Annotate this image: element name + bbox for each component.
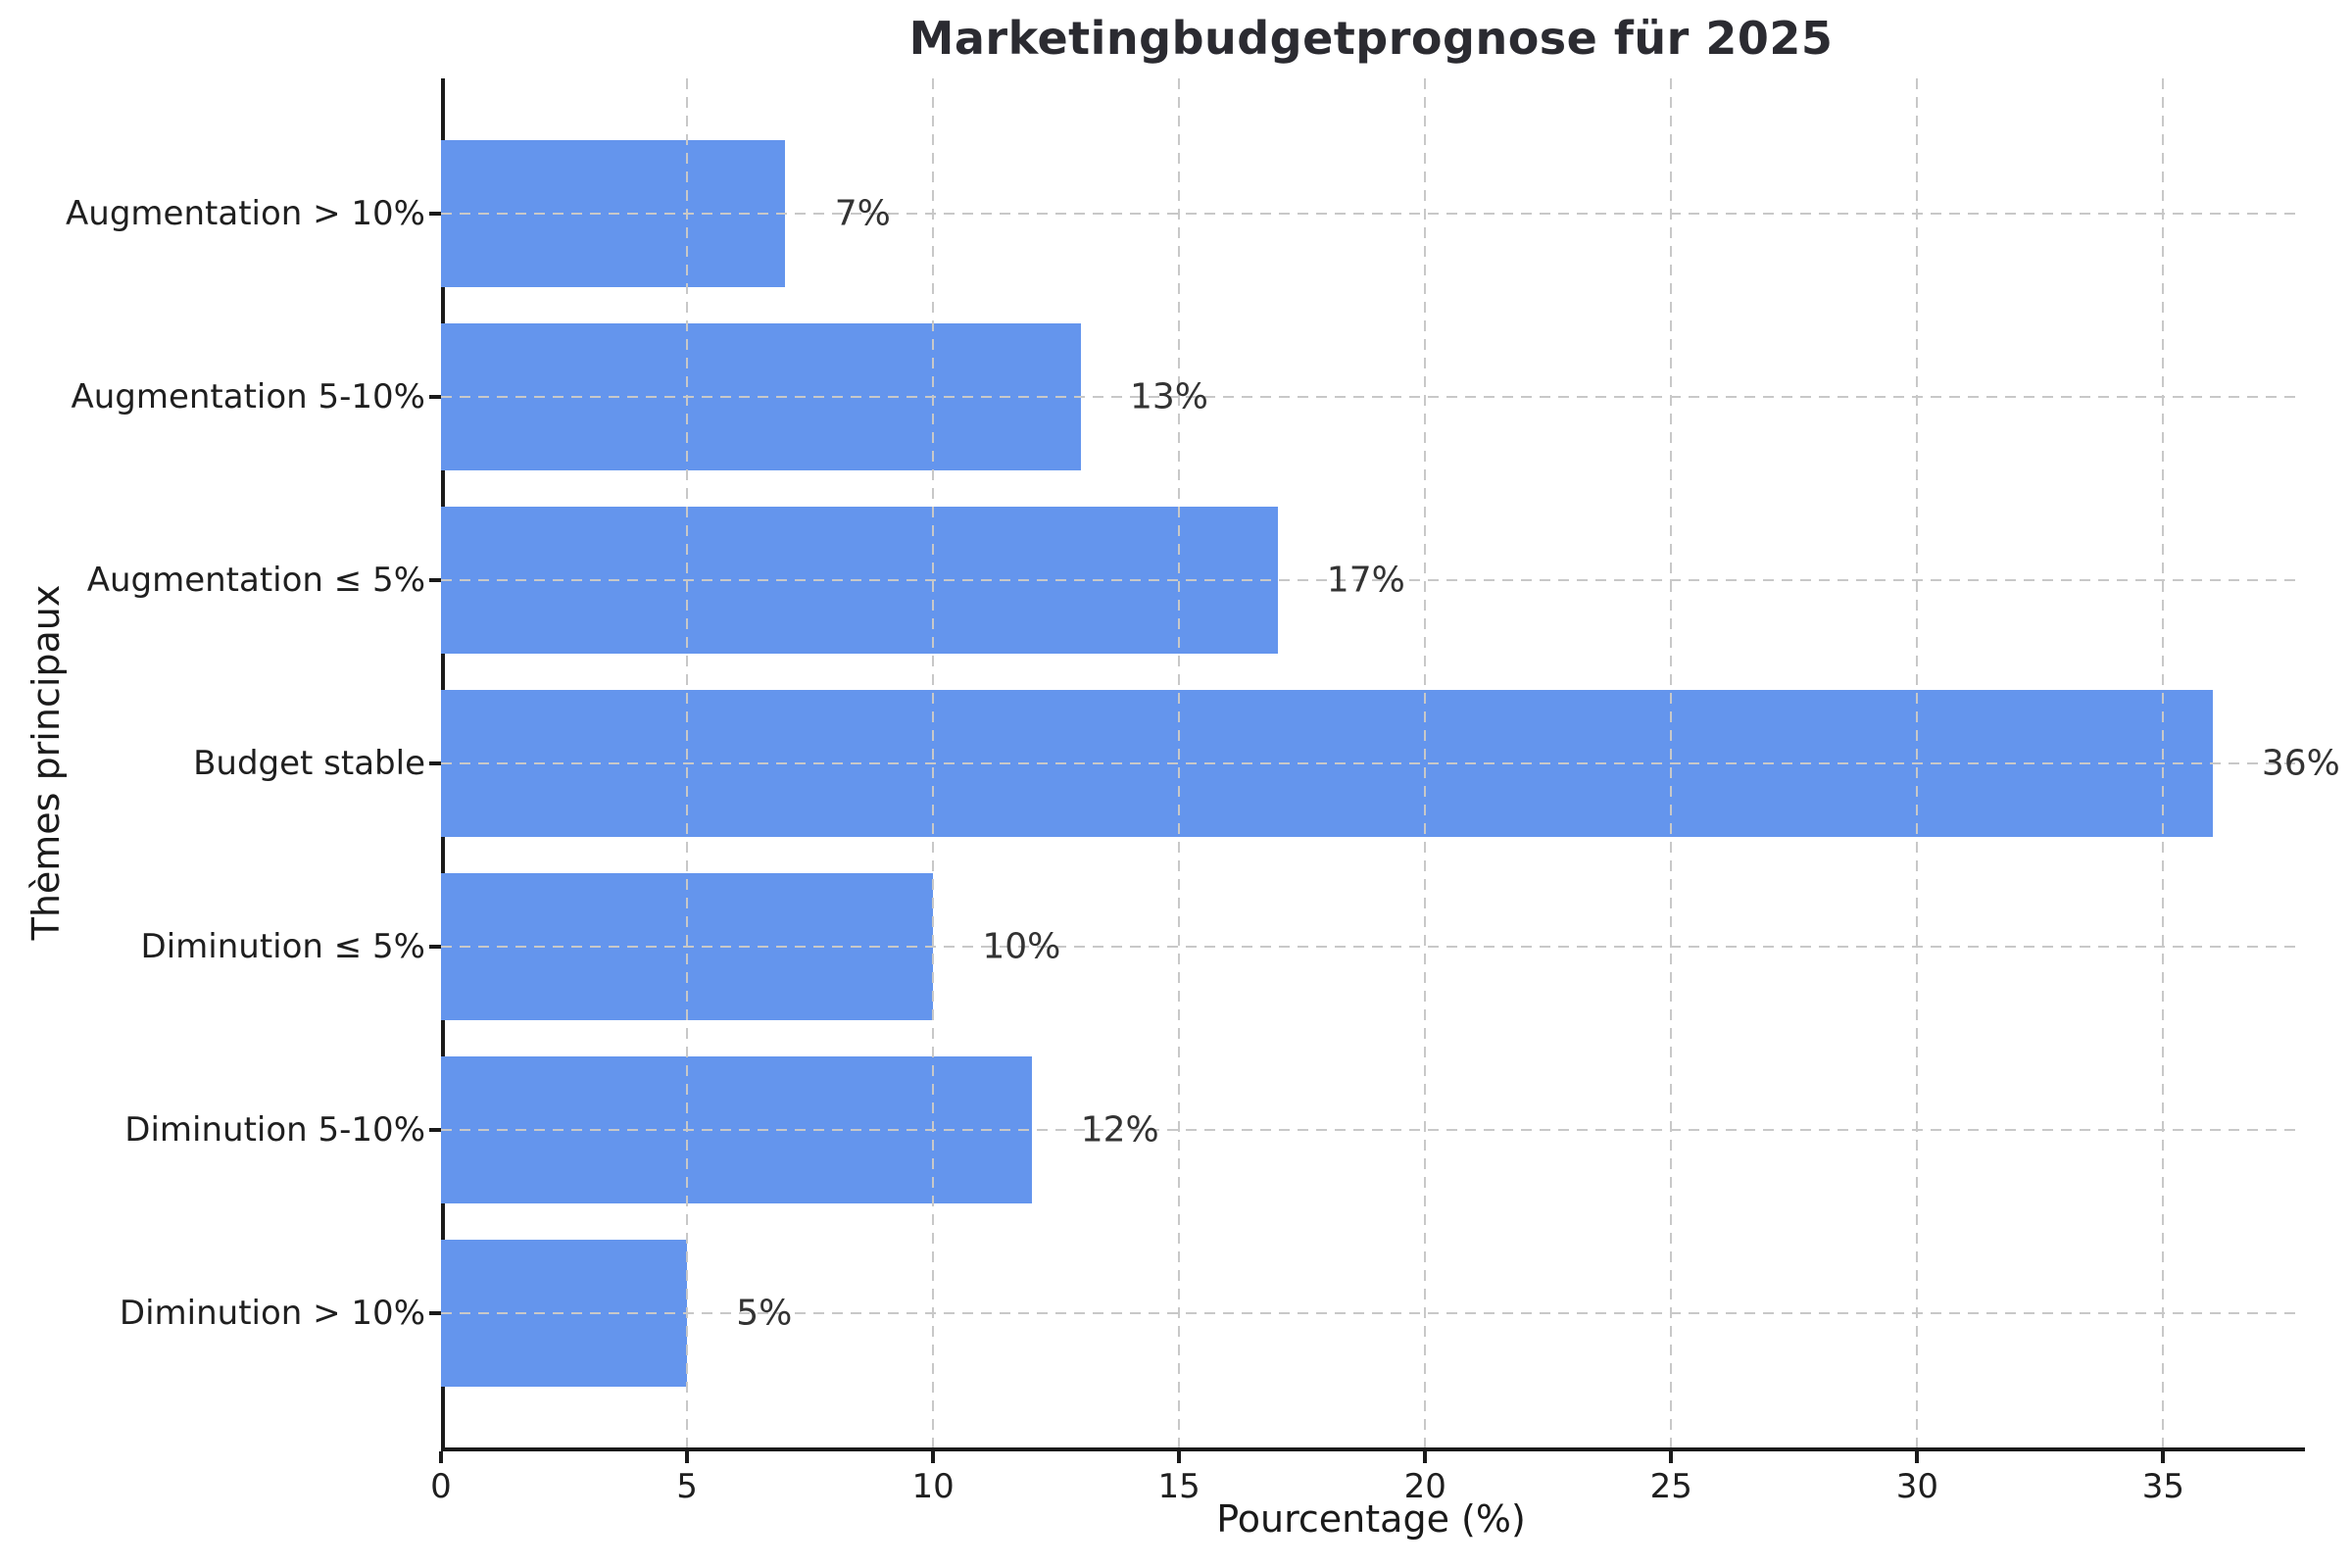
x-tick-label: 5: [676, 1467, 698, 1506]
x-tick-mark: [1423, 1451, 1428, 1463]
v-gridline: [1916, 78, 1919, 1447]
y-tick-label: Augmentation ≤ 5%: [86, 561, 425, 600]
h-gridline: [441, 1129, 2301, 1131]
bar-value-label: 36%: [2261, 743, 2340, 784]
y-tick-mark: [429, 945, 441, 949]
chart-title: Marketingbudgetprognose für 2025: [908, 12, 1834, 65]
bar-value-label: 13%: [1129, 376, 1208, 417]
bar-value-label: 10%: [982, 926, 1061, 967]
v-gridline: [932, 78, 935, 1447]
bar-value-label: 17%: [1326, 560, 1405, 601]
y-tick-mark: [429, 578, 441, 582]
x-tick-label: 30: [1895, 1467, 1938, 1506]
x-tick-label: 0: [430, 1467, 452, 1506]
y-tick-mark: [429, 395, 441, 399]
y-tick-mark: [429, 1311, 441, 1315]
v-gridline: [2162, 78, 2165, 1447]
x-tick-label: 35: [2141, 1467, 2185, 1506]
h-gridline: [441, 579, 2301, 581]
x-tick-label: 25: [1649, 1467, 1692, 1506]
x-tick-mark: [1915, 1451, 1920, 1463]
bar-value-label: 7%: [834, 193, 891, 234]
y-tick-label: Diminution 5-10%: [124, 1110, 425, 1150]
x-tick-mark: [1669, 1451, 1674, 1463]
y-tick-label: Augmentation > 10%: [66, 194, 425, 233]
y-tick-mark: [429, 761, 441, 765]
x-axis-spine: [441, 1447, 2305, 1451]
h-gridline: [441, 396, 2301, 398]
y-tick-mark: [429, 212, 441, 216]
x-tick-label: 15: [1157, 1467, 1200, 1506]
y-tick-mark: [429, 1128, 441, 1132]
x-tick-label: 20: [1403, 1467, 1446, 1506]
bar-value-label: 12%: [1080, 1109, 1159, 1151]
y-tick-label: Diminution > 10%: [119, 1294, 425, 1333]
v-gridline: [1670, 78, 1673, 1447]
h-gridline: [441, 946, 2301, 948]
x-tick-mark: [1177, 1451, 1182, 1463]
bar-value-label: 5%: [736, 1293, 793, 1334]
y-tick-label: Diminution ≤ 5%: [140, 927, 425, 966]
plot-area: 7% 13% 17% 36% 10% 12% 5%: [441, 78, 2340, 1447]
x-tick-mark: [931, 1451, 936, 1463]
h-gridline: [441, 1312, 2301, 1314]
x-tick-mark: [439, 1451, 443, 1463]
x-tick-label: 10: [911, 1467, 955, 1506]
v-gridline: [1178, 78, 1181, 1447]
h-gridline: [441, 213, 2301, 215]
x-tick-mark: [2161, 1451, 2166, 1463]
x-axis-label: Pourcentage (%): [1216, 1497, 1526, 1541]
y-tick-label: Augmentation 5-10%: [71, 377, 425, 416]
y-tick-label: Budget stable: [193, 744, 425, 783]
v-gridline: [1424, 78, 1427, 1447]
x-tick-mark: [685, 1451, 690, 1463]
v-gridline: [686, 78, 689, 1447]
h-gridline: [441, 762, 2301, 764]
